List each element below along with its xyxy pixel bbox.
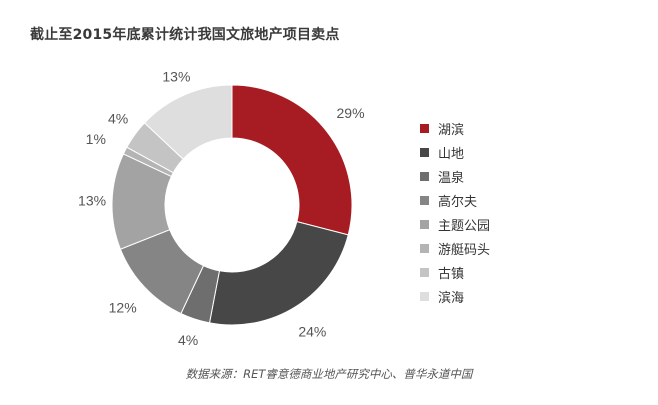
legend-label: 滨海 xyxy=(438,291,465,307)
legend-swatch xyxy=(420,219,429,229)
legend-label: 山地 xyxy=(438,146,465,162)
slice-2 xyxy=(208,221,349,326)
source-note: 数据来源：RET睿意德商业地产研究中心、普华永道中国 xyxy=(185,367,473,381)
slice-labels: 29%24%4%12%13%1%4%13% xyxy=(78,69,364,349)
legend-swatch xyxy=(420,244,429,254)
legend-swatch xyxy=(420,123,429,133)
legend-swatch xyxy=(420,268,429,278)
slice-1 xyxy=(231,84,353,236)
slice-label-1: 29% xyxy=(337,105,365,121)
legend-label: 高尔夫 xyxy=(438,194,478,210)
legend-item-3: 温泉 xyxy=(420,164,490,188)
slice-label-5: 13% xyxy=(78,193,106,209)
donut-slices xyxy=(111,84,353,326)
slice-label-8: 13% xyxy=(162,69,190,85)
slice-label-2: 24% xyxy=(298,324,326,340)
legend-item-7: 古镇 xyxy=(420,261,490,285)
legend-label: 湖滨 xyxy=(438,122,465,138)
slice-8 xyxy=(143,84,233,160)
legend-label: 主题公园 xyxy=(438,218,491,234)
legend-item-2: 山地 xyxy=(420,140,490,164)
legend-swatch xyxy=(420,147,429,157)
legend-swatch xyxy=(420,171,429,181)
chart-title: 截止至2015年底累计统计我国文旅地产项目卖点 xyxy=(30,27,340,43)
legend-item-5: 主题公园 xyxy=(420,212,490,236)
legend-item-4: 高尔夫 xyxy=(420,188,490,212)
legend-label: 游艇码头 xyxy=(438,243,491,259)
legend-item-1: 湖滨 xyxy=(420,116,490,140)
legend-swatch xyxy=(420,195,429,205)
slice-label-6: 1% xyxy=(86,131,106,147)
legend-swatch xyxy=(420,292,429,302)
legend-item-6: 游艇码头 xyxy=(420,236,490,260)
legend-label: 古镇 xyxy=(438,267,465,283)
slice-label-4: 12% xyxy=(109,300,137,316)
slice-label-3: 4% xyxy=(178,332,198,348)
slice-label-7: 4% xyxy=(108,111,128,127)
legend-label: 温泉 xyxy=(438,170,465,186)
legend: 湖滨山地温泉高尔夫主题公园游艇码头古镇滨海 xyxy=(420,116,490,309)
legend-item-8: 滨海 xyxy=(420,285,490,309)
